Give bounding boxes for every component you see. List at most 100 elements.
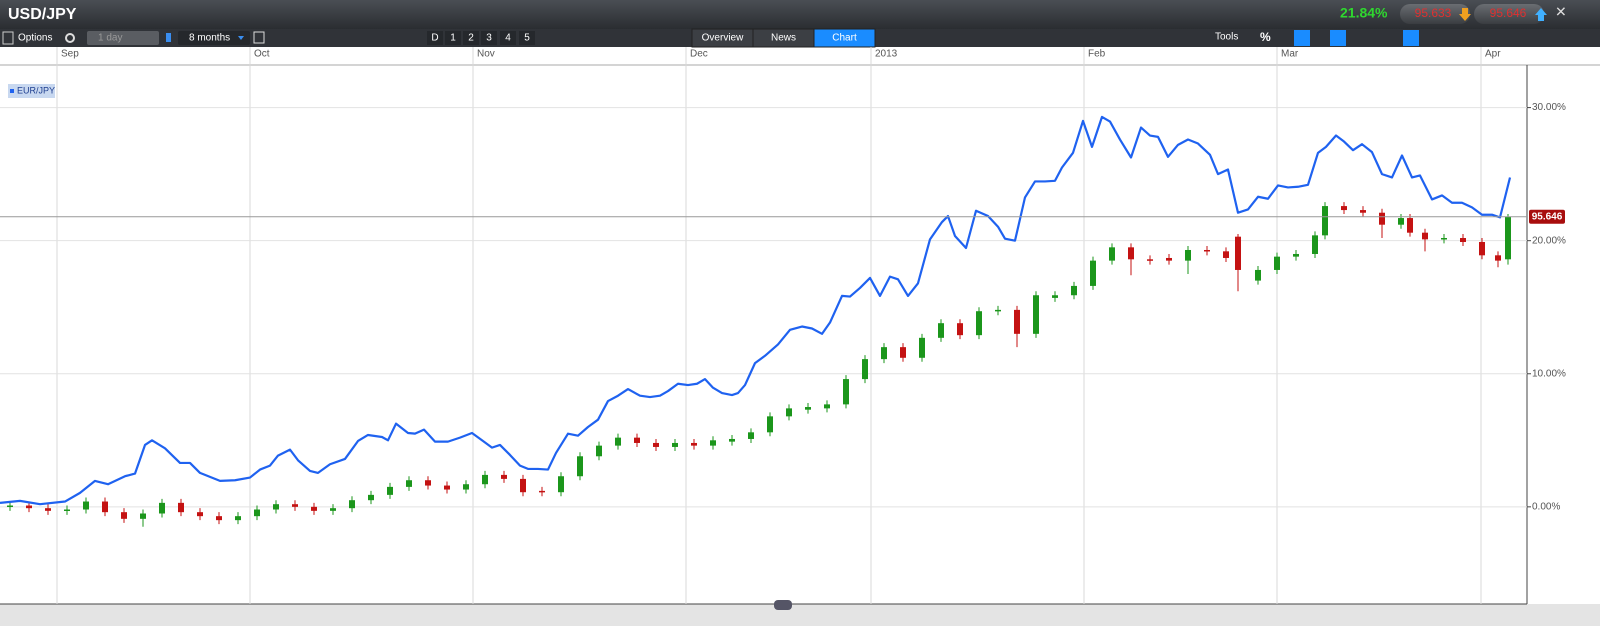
tools-label: Tools (1215, 32, 1238, 43)
x-tick-label: Dec (690, 49, 708, 60)
candle-body (482, 474, 488, 485)
navigator-strip (0, 604, 1600, 626)
period-button[interactable] (481, 31, 497, 45)
y-tick-label: 0.00% (1532, 501, 1560, 512)
candle-body (1407, 218, 1413, 233)
calendar-icon[interactable] (253, 31, 265, 44)
tab-label: Chart (832, 33, 857, 44)
y-tick-label: 30.00% (1532, 102, 1566, 113)
interval-field[interactable] (87, 31, 159, 45)
period-button[interactable] (500, 31, 516, 45)
candle-body (957, 323, 963, 336)
candle-body (197, 512, 203, 517)
lock-icon (166, 33, 171, 42)
candle-body (653, 442, 659, 447)
last-price-tag (1529, 209, 1565, 224)
candle-body (672, 442, 678, 447)
candle-body (444, 485, 450, 490)
candle-body (1014, 309, 1020, 334)
legend-box (8, 84, 55, 98)
candle-body (501, 474, 507, 479)
candle-body (1109, 247, 1115, 261)
close-icon[interactable]: ✕ (1555, 4, 1567, 20)
y-tick-label: 20.00% (1532, 235, 1566, 246)
candle-body (938, 323, 944, 338)
bid-button[interactable] (1400, 4, 1470, 24)
candle-body (178, 502, 184, 513)
percent-tool[interactable]: % (1260, 30, 1271, 44)
bid-price: 95.633 (1415, 6, 1452, 20)
down-arrow-icon (1459, 8, 1471, 21)
candle-body (140, 513, 146, 519)
candle-body (1185, 249, 1191, 261)
tab-active[interactable] (813, 28, 876, 48)
x-tick-label: Mar (1281, 49, 1299, 60)
candle-body (121, 512, 127, 519)
candle-body (1128, 247, 1134, 260)
title-bar (0, 0, 1600, 29)
legend-entry: EUR/JPY (17, 85, 55, 95)
interval-value: 1 day (98, 33, 122, 44)
period-label: 1 (450, 33, 456, 44)
candle-body (995, 309, 1001, 312)
x-tick-label: 2013 (875, 49, 898, 60)
period-label: 4 (505, 33, 511, 44)
ask-price: 95.646 (1490, 6, 1527, 20)
candle-body (368, 494, 374, 501)
candle-body (292, 504, 298, 507)
candle-body (748, 432, 754, 439)
settings-icon[interactable] (65, 33, 75, 43)
compare-tool-active[interactable] (1330, 30, 1346, 46)
candle-body (7, 505, 13, 508)
candle-body (1398, 218, 1404, 225)
period-button[interactable] (427, 31, 443, 45)
candle-body (1166, 257, 1172, 261)
y-tick-label: 10.00% (1532, 368, 1566, 379)
period-button[interactable] (445, 31, 461, 45)
candle-body (1052, 295, 1058, 298)
candle-body (976, 311, 982, 336)
instrument-title: USD/JPY (8, 6, 77, 23)
candle-body (710, 440, 716, 446)
candle-body (1379, 212, 1385, 225)
candle-body (577, 456, 583, 477)
navigator-handle[interactable] (774, 600, 792, 610)
x-tick-label: Sep (61, 49, 79, 60)
tab-label: News (771, 33, 796, 44)
candle-body (919, 337, 925, 358)
candle-body (330, 508, 336, 511)
settings-tool-active[interactable] (1403, 30, 1419, 46)
candle-body (1460, 238, 1466, 243)
range-field[interactable] (178, 31, 250, 45)
candle-body (786, 408, 792, 417)
candle-body (45, 508, 51, 511)
candle-body (862, 359, 868, 380)
candle-body (558, 476, 564, 493)
candle-body (1204, 249, 1210, 252)
x-tick-label: Nov (477, 49, 495, 60)
grid-tool-active[interactable] (1294, 30, 1310, 46)
period-button[interactable] (463, 31, 479, 45)
candle-body (729, 438, 735, 442)
candle-body (1422, 232, 1428, 240)
candle-body (1505, 216, 1511, 260)
candle-body (805, 407, 811, 410)
candle-body (1274, 256, 1280, 270)
candle-body (881, 347, 887, 360)
period-button[interactable] (519, 31, 535, 45)
legend-swatch (10, 89, 14, 93)
options-button[interactable]: Options (18, 33, 52, 44)
candle-body (159, 502, 165, 514)
ask-button[interactable] (1474, 4, 1544, 24)
candle-body (1090, 260, 1096, 286)
options-icon (2, 31, 14, 45)
candle-body (615, 437, 621, 446)
x-tick-label: Feb (1088, 49, 1106, 60)
candle-body (1293, 253, 1299, 257)
candle-body (539, 490, 545, 493)
candle-body (273, 504, 279, 510)
range-value: 8 months (189, 33, 230, 44)
candle-body (64, 509, 70, 512)
